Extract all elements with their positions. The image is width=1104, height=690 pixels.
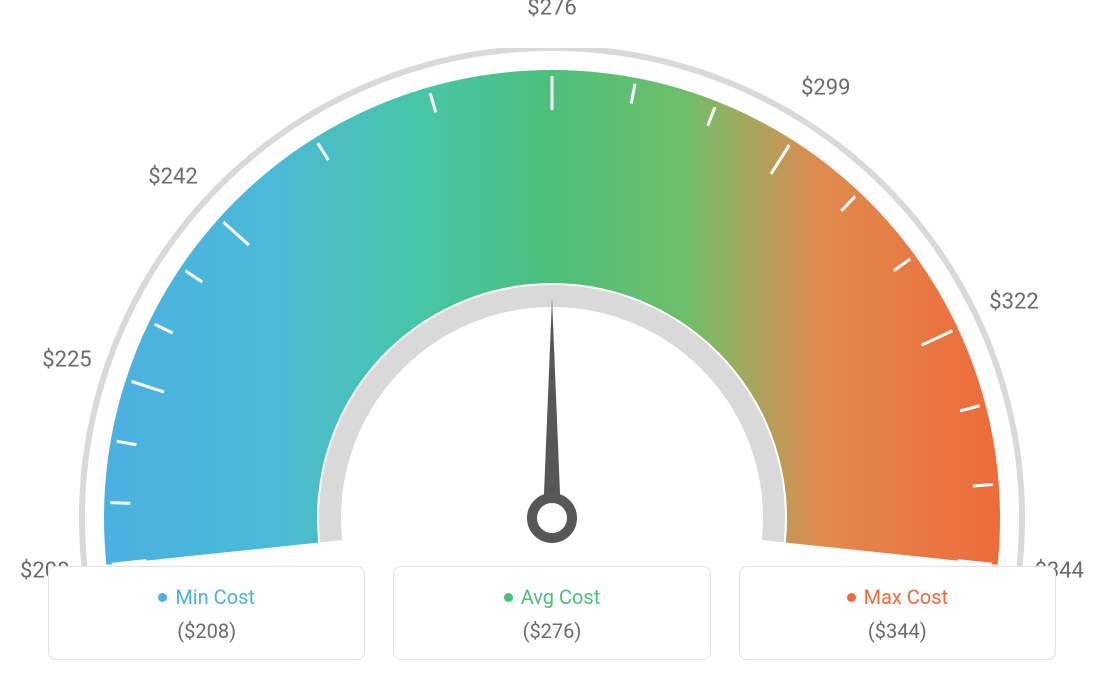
dot-icon: [504, 593, 513, 602]
legend-value-min: ($208): [61, 619, 352, 643]
gauge-tick-label: $322: [989, 289, 1038, 314]
dot-icon: [158, 593, 167, 602]
dot-icon: [847, 593, 856, 602]
legend-card-max: Max Cost ($344): [739, 566, 1056, 660]
legend-title-text: Min Cost: [175, 585, 255, 609]
legend-value-avg: ($276): [406, 619, 697, 643]
gauge-tick-label: $299: [801, 75, 850, 100]
gauge-svg: [0, 48, 1104, 608]
gauge-tick-label: $242: [148, 164, 197, 189]
legend-title-avg: Avg Cost: [504, 585, 601, 609]
legend-card-avg: Avg Cost ($276): [393, 566, 710, 660]
legend-row: Min Cost ($208) Avg Cost ($276) Max Cost…: [0, 566, 1104, 660]
legend-title-max: Max Cost: [847, 585, 949, 609]
legend-title-min: Min Cost: [158, 585, 255, 609]
gauge-chart: $208$225$242$276$299$322$344: [0, 0, 1104, 560]
legend-card-min: Min Cost ($208): [48, 566, 365, 660]
gauge-tick-label: $225: [42, 348, 91, 373]
legend-value-max: ($344): [752, 619, 1043, 643]
gauge-tick-label: $276: [527, 0, 576, 21]
legend-title-text: Max Cost: [864, 585, 949, 609]
legend-title-text: Avg Cost: [521, 585, 601, 609]
